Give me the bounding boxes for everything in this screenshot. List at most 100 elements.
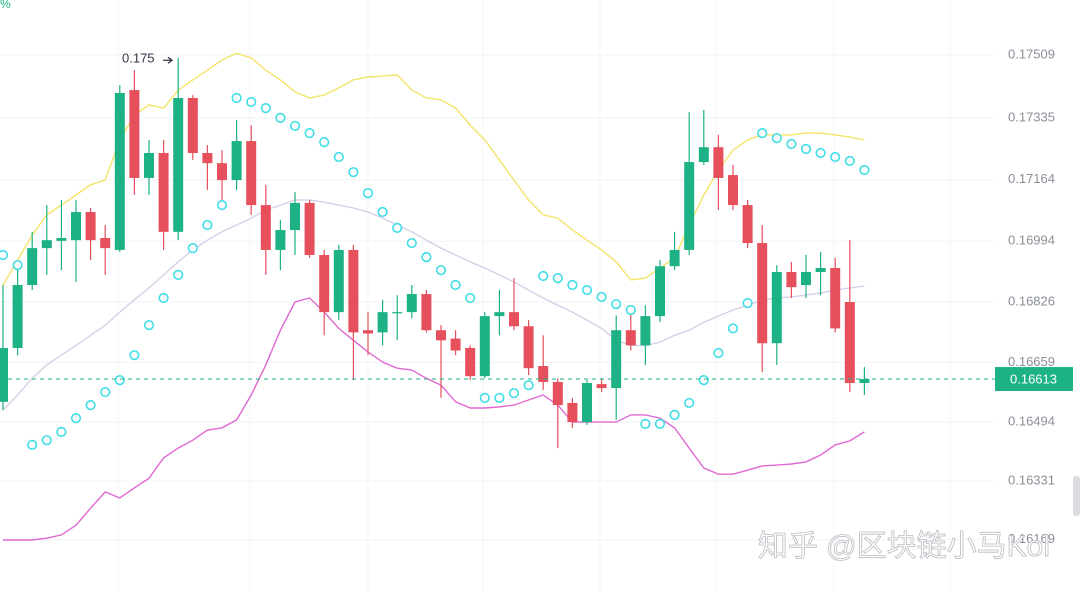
corner-label: %: [0, 0, 11, 11]
sar-dot: [231, 92, 242, 104]
sar-dot: [362, 188, 374, 199]
candle-body: [246, 141, 257, 206]
sar-dot: [654, 418, 666, 429]
indicator-line: [2, 199, 865, 411]
candle-body: [12, 285, 23, 348]
candle-body: [479, 316, 490, 377]
sar-dot: [581, 284, 593, 296]
candles: [0, 57, 870, 449]
candle-body: [114, 92, 125, 250]
candle-body: [421, 294, 432, 331]
sar-dot: [319, 137, 330, 148]
candle-body: [684, 162, 695, 250]
sar-dot: [771, 133, 782, 144]
annotation-label: 0.175: [122, 51, 155, 66]
sar-dot: [143, 320, 155, 331]
candle-body: [450, 338, 461, 351]
y-axis: 0.17509 0.17335 0.17164 0.16994 0.16826 0.166…: [0, 46, 1073, 546]
candle-body: [217, 163, 227, 181]
sar-dot: [333, 151, 344, 163]
sar-dot: [523, 380, 534, 391]
y-tick-label: 0.17164: [1008, 171, 1055, 186]
sar-dot: [567, 279, 578, 291]
candle-body: [260, 205, 271, 250]
sar-dot: [859, 164, 870, 176]
candle-body: [625, 330, 636, 346]
sar-dot: [727, 323, 739, 334]
sar-dot: [173, 269, 184, 280]
candle-body: [655, 266, 665, 317]
sar-dot: [698, 375, 709, 386]
sar-dot: [421, 252, 432, 263]
candle-body: [304, 202, 315, 255]
sar-dot: [465, 292, 476, 304]
candle-body: [830, 268, 841, 329]
sar-dot: [187, 243, 198, 254]
candle-body: [348, 249, 359, 333]
candle-body: [552, 381, 563, 406]
candle-body: [71, 211, 81, 241]
candle-body: [319, 254, 330, 313]
candle-body: [275, 230, 286, 250]
sar-dot: [757, 128, 768, 139]
sar-dot: [158, 292, 169, 304]
sar-dot: [289, 120, 301, 131]
y-tick-label: 0.16169: [1008, 531, 1055, 546]
annotation-arrow: [163, 56, 174, 64]
sar-dot: [786, 138, 797, 150]
y-tick-label: 0.16331: [1008, 472, 1055, 487]
y-tick-label: 0.16994: [1008, 233, 1055, 248]
candle-body: [669, 249, 680, 267]
sar-dot: [246, 96, 257, 108]
candle-body: [742, 205, 753, 244]
candle-body: [144, 152, 154, 178]
sar-dot: [216, 199, 228, 211]
sar-dot: [304, 128, 315, 139]
y-tick-label: 0.17335: [1008, 109, 1055, 124]
sar-dot: [625, 304, 636, 316]
sar-dot: [494, 392, 505, 403]
candle-body: [41, 240, 52, 249]
sar-dot: [450, 279, 461, 291]
last-price-label: 0.16613: [1010, 371, 1057, 386]
candle-body: [333, 249, 344, 313]
y-tick-label: 0.17509: [1008, 46, 1055, 61]
sar-dot: [70, 413, 82, 424]
sar-dot: [56, 426, 67, 437]
candle-body: [56, 237, 67, 241]
candle-body: [815, 268, 826, 272]
sar-dot: [800, 143, 812, 155]
candle-body: [844, 302, 855, 384]
candle-body: [640, 316, 651, 346]
sar-dot: [129, 350, 140, 361]
indicator-line: [3, 297, 865, 541]
candle-body: [392, 312, 403, 314]
candle-body: [436, 330, 446, 341]
sar-dot: [41, 435, 52, 446]
candle-body: [713, 147, 724, 178]
sar-dot: [742, 297, 753, 309]
sar-dot: [275, 112, 286, 124]
candle-body: [363, 330, 373, 334]
candle-body: [377, 312, 388, 333]
last-price-box: [995, 367, 1073, 392]
candle-body: [698, 147, 709, 163]
sar-dot: [114, 375, 125, 386]
candle-body: [85, 211, 96, 241]
candle-body: [771, 271, 782, 344]
sar-dot: [392, 222, 403, 233]
candle-body: [158, 152, 169, 232]
sar-dot: [260, 103, 271, 114]
scroll-handle[interactable]: [1073, 476, 1080, 516]
candle-body: [786, 271, 797, 288]
y-tick-label: 0.16826: [1008, 293, 1055, 308]
watermark: 知乎 @区块链小马Kol: [758, 530, 1050, 563]
sar-dot: [815, 147, 826, 159]
sar-dot: [538, 270, 549, 282]
candle-body: [801, 271, 811, 286]
y-tick-label: 0.16659: [1008, 354, 1055, 369]
candle-body: [611, 330, 622, 389]
candle-body: [465, 347, 476, 377]
candle-body: [582, 383, 592, 423]
